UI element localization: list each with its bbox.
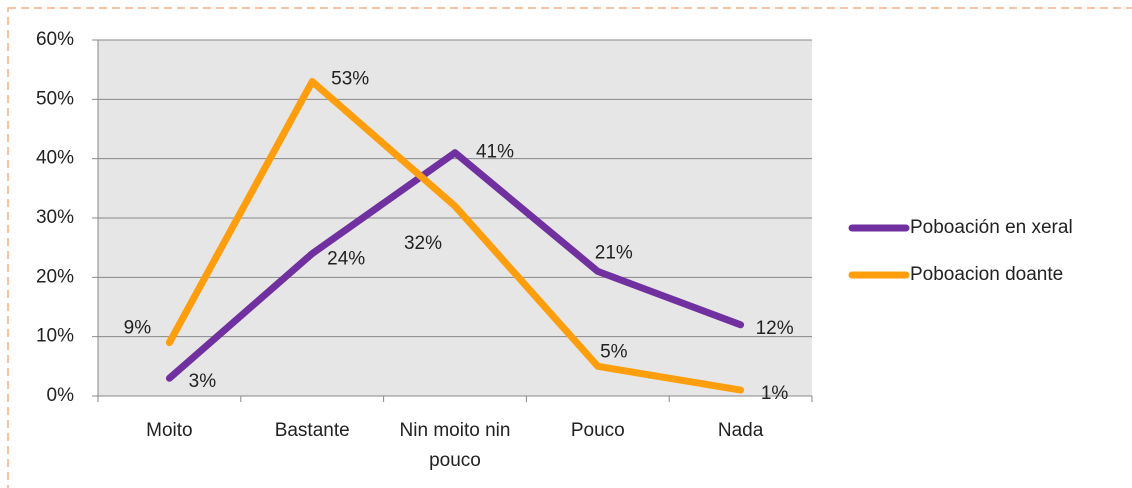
- data-label: 9%: [124, 318, 152, 339]
- y-tick-label: 40%: [36, 148, 74, 169]
- x-tick-label: Moito: [146, 420, 193, 441]
- y-tick-label: 20%: [36, 266, 74, 287]
- y-tick-label: 10%: [36, 326, 74, 347]
- data-label: 41%: [476, 142, 514, 163]
- legend-label: Poboacion doante: [910, 264, 1063, 285]
- legend-label: Poboación en xeral: [910, 217, 1073, 238]
- x-tick-label: Pouco: [570, 420, 625, 441]
- y-tick-label: 60%: [36, 29, 74, 50]
- data-label: 24%: [327, 249, 365, 270]
- y-tick-label: 30%: [36, 207, 74, 228]
- series-line: [165, 149, 745, 382]
- y-tick-label: 50%: [36, 88, 74, 109]
- y-tick-label: 0%: [47, 385, 75, 406]
- series-line: [165, 78, 745, 394]
- x-tick-label: Nin moito nin pouco: [399, 420, 511, 471]
- frame-border: [7, 7, 1132, 488]
- data-label: 12%: [756, 318, 794, 339]
- x-tick-label: Nada: [717, 420, 764, 441]
- x-tick-label: Bastante: [274, 420, 350, 441]
- data-label: 5%: [600, 341, 628, 362]
- data-label: 21%: [595, 242, 633, 263]
- data-label: 3%: [189, 371, 217, 392]
- data-label: 32%: [404, 233, 442, 254]
- data-label: 1%: [761, 383, 789, 404]
- data-label: 53%: [331, 69, 369, 90]
